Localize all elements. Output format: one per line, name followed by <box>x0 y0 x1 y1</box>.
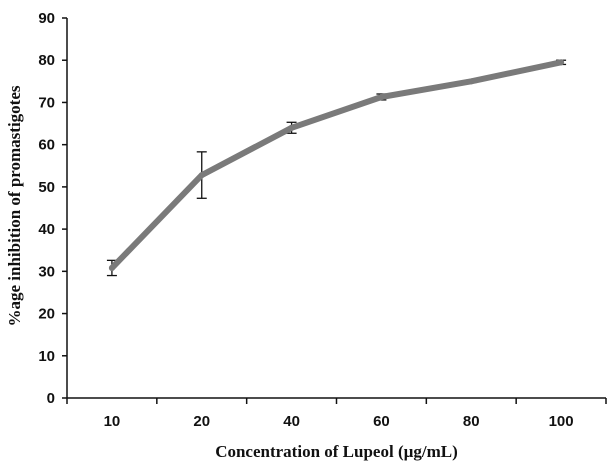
y-tick-label: 60 <box>38 137 55 154</box>
y-tick-label: 90 <box>38 10 55 27</box>
y-tick-label: 20 <box>38 306 55 323</box>
x-tick-label: 100 <box>549 413 574 430</box>
x-axis-ticks: 10 20 40 60 80 100 <box>66 398 607 430</box>
x-tick-label: 40 <box>283 413 300 430</box>
y-tick-label: 0 <box>47 390 55 407</box>
x-axis-title: Concentration of Lupeol (µg/mL) <box>215 442 458 461</box>
series-line <box>108 59 565 271</box>
y-tick-label: 30 <box>38 263 55 280</box>
data-points <box>108 59 565 271</box>
x-tick-label: 60 <box>373 413 390 430</box>
x-tick-label: 10 <box>104 413 121 430</box>
data-point <box>468 78 475 85</box>
data-point <box>558 59 565 66</box>
y-axis-title: %age inhibition of promastigotes <box>5 85 24 326</box>
y-tick-label: 10 <box>38 348 55 365</box>
data-point <box>198 172 205 179</box>
y-tick-label: 40 <box>38 221 55 238</box>
y-axis-ticks: 0 10 20 30 40 50 60 70 80 90 <box>38 10 67 407</box>
data-point <box>288 124 295 131</box>
data-point <box>108 264 115 271</box>
y-tick-label: 80 <box>38 52 55 69</box>
data-point <box>378 93 385 100</box>
x-tick-label: 20 <box>193 413 210 430</box>
y-tick-label: 70 <box>38 94 55 111</box>
y-tick-label: 50 <box>38 179 55 196</box>
error-bars <box>106 59 567 277</box>
x-tick-label: 80 <box>463 413 480 430</box>
